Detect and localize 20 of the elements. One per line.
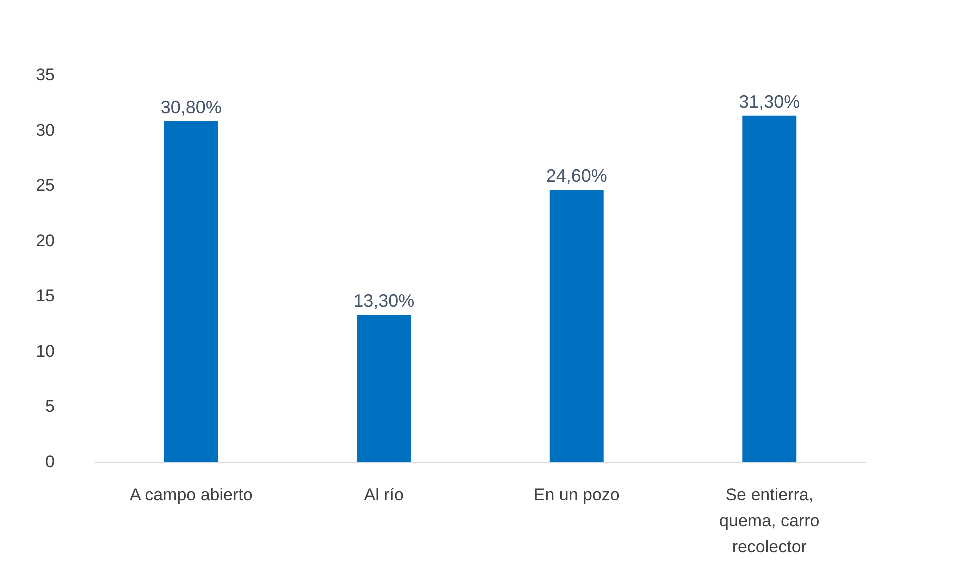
y-tick-label: 0 [46, 452, 55, 472]
x-tick-label: Se entierra, quema, carro recolector [720, 486, 820, 556]
data-label: 13,30% [354, 290, 415, 311]
bar [742, 116, 797, 462]
y-tick-label: 20 [36, 231, 55, 250]
y-tick-label: 25 [36, 176, 55, 196]
data-label: 31,30% [739, 92, 800, 112]
y-tick-label: 15 [36, 286, 55, 306]
data-label: 30,80% [160, 97, 222, 118]
data-label: 24,60% [546, 166, 608, 186]
y-tick-label: 5 [46, 397, 55, 416]
y-tick-label: 10 [36, 342, 55, 361]
x-tick-label: Al río [364, 486, 404, 504]
x-tick-label: A campo abierto [130, 486, 253, 504]
x-tick-label: En un pozo [534, 486, 620, 504]
bar [357, 314, 412, 462]
y-tick-label: 35 [36, 66, 55, 84]
y-tick-label: 30 [36, 120, 55, 140]
bar [164, 121, 218, 462]
bar [550, 190, 604, 462]
